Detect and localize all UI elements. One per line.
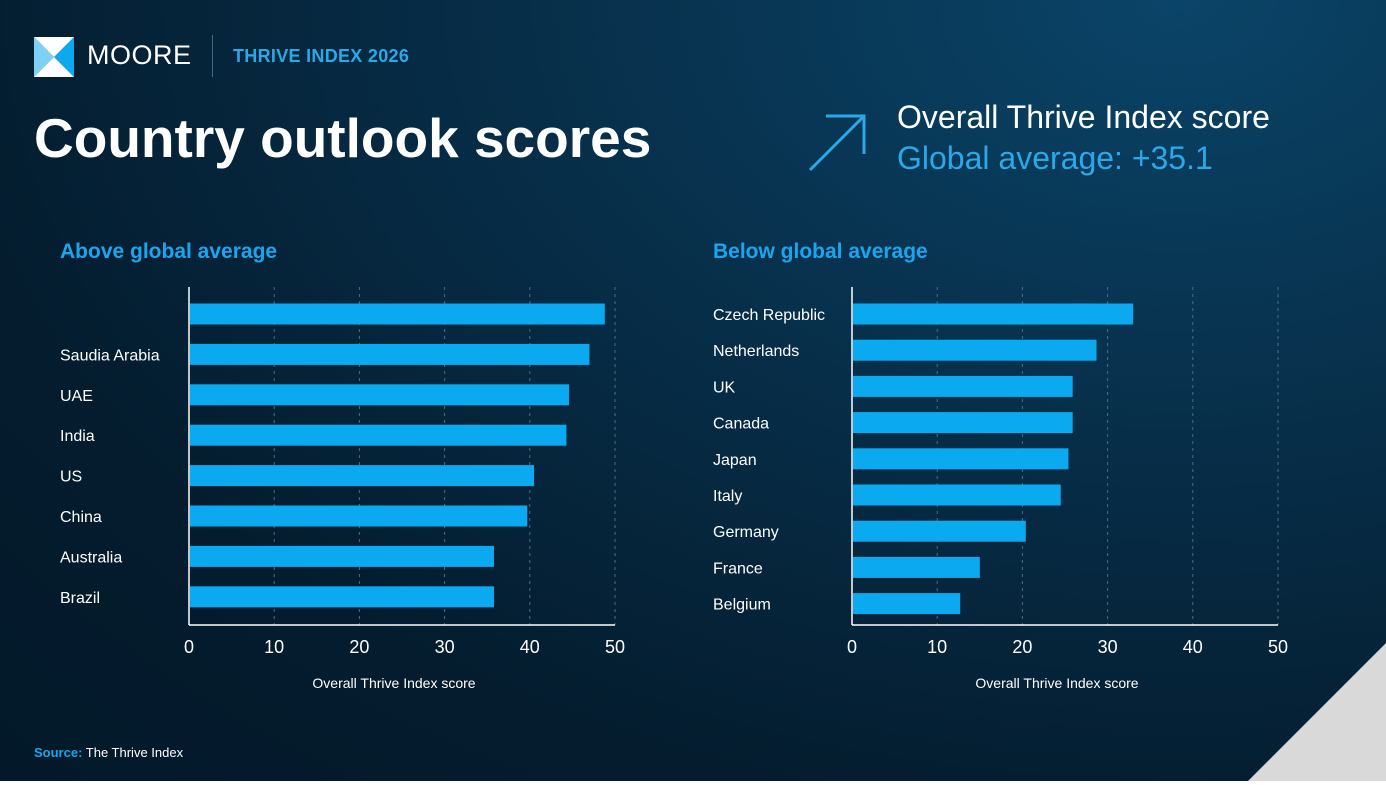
x-tick-label: 10 [927,637,947,657]
category-label: UK [713,379,736,396]
category-label: India [60,428,95,445]
category-label: France [713,560,763,577]
x-tick-label: 30 [1098,637,1118,657]
bar [853,412,1073,434]
bar [190,465,535,487]
x-axis-title: Overall Thrive Index score [975,675,1138,691]
x-tick-label: 20 [349,637,369,657]
category-label: US [60,469,82,486]
chart-title-above: Above global average [60,240,278,263]
bar [853,448,1069,470]
bar [853,339,1097,361]
category-label: Czech Republic [713,307,825,324]
bar [190,505,528,527]
x-tick-label: 10 [264,637,284,657]
page-title: Country outlook scores [34,107,652,169]
bar [853,303,1134,325]
category-label: Canada [713,416,769,433]
source-text: The Thrive Index [82,745,184,760]
x-tick-label: 20 [1012,637,1032,657]
bar [853,593,961,615]
header-divider [212,35,213,77]
x-tick-label: 50 [605,637,625,657]
sub-brand: THRIVE INDEX 2026 [233,46,410,66]
category-label: Italy [713,488,742,505]
category-label: China [60,509,102,526]
bar [853,520,1026,542]
x-tick-label: 40 [1183,637,1203,657]
category-label: Saudia Arabia [60,347,160,364]
bar [190,384,569,406]
source-label: Source: [34,745,83,760]
x-tick-label: 30 [435,637,455,657]
category-label: Japan [713,452,757,469]
x-tick-label: 0 [184,637,194,657]
bar [190,303,605,325]
x-tick-label: 40 [520,637,540,657]
category-label: Netherlands [713,343,799,360]
source-note: Source: The Thrive Index [34,745,183,760]
bar [190,343,590,365]
category-label: UAE [60,388,93,405]
x-tick-label: 0 [847,637,857,657]
global-average: Global average: +35.1 [897,140,1213,176]
x-tick-label: 50 [1268,637,1288,657]
brand-name: MOORE [87,40,192,70]
bar [853,484,1061,506]
arrow-up-right-icon [808,114,866,172]
category-label: Belgium [713,597,771,614]
category-label: Australia [60,549,122,566]
category-label: Brazil [60,590,100,607]
bar [853,375,1073,397]
x-axis-title: Overall Thrive Index score [312,675,475,691]
bar [190,545,495,567]
bar [190,424,567,446]
category-label: Germany [713,524,779,541]
overall-score-label: Overall Thrive Index score [897,99,1270,135]
bar [190,586,495,608]
chart-title-below: Below global average [713,240,928,263]
bar [853,556,980,578]
moore-logo-icon [34,37,74,77]
